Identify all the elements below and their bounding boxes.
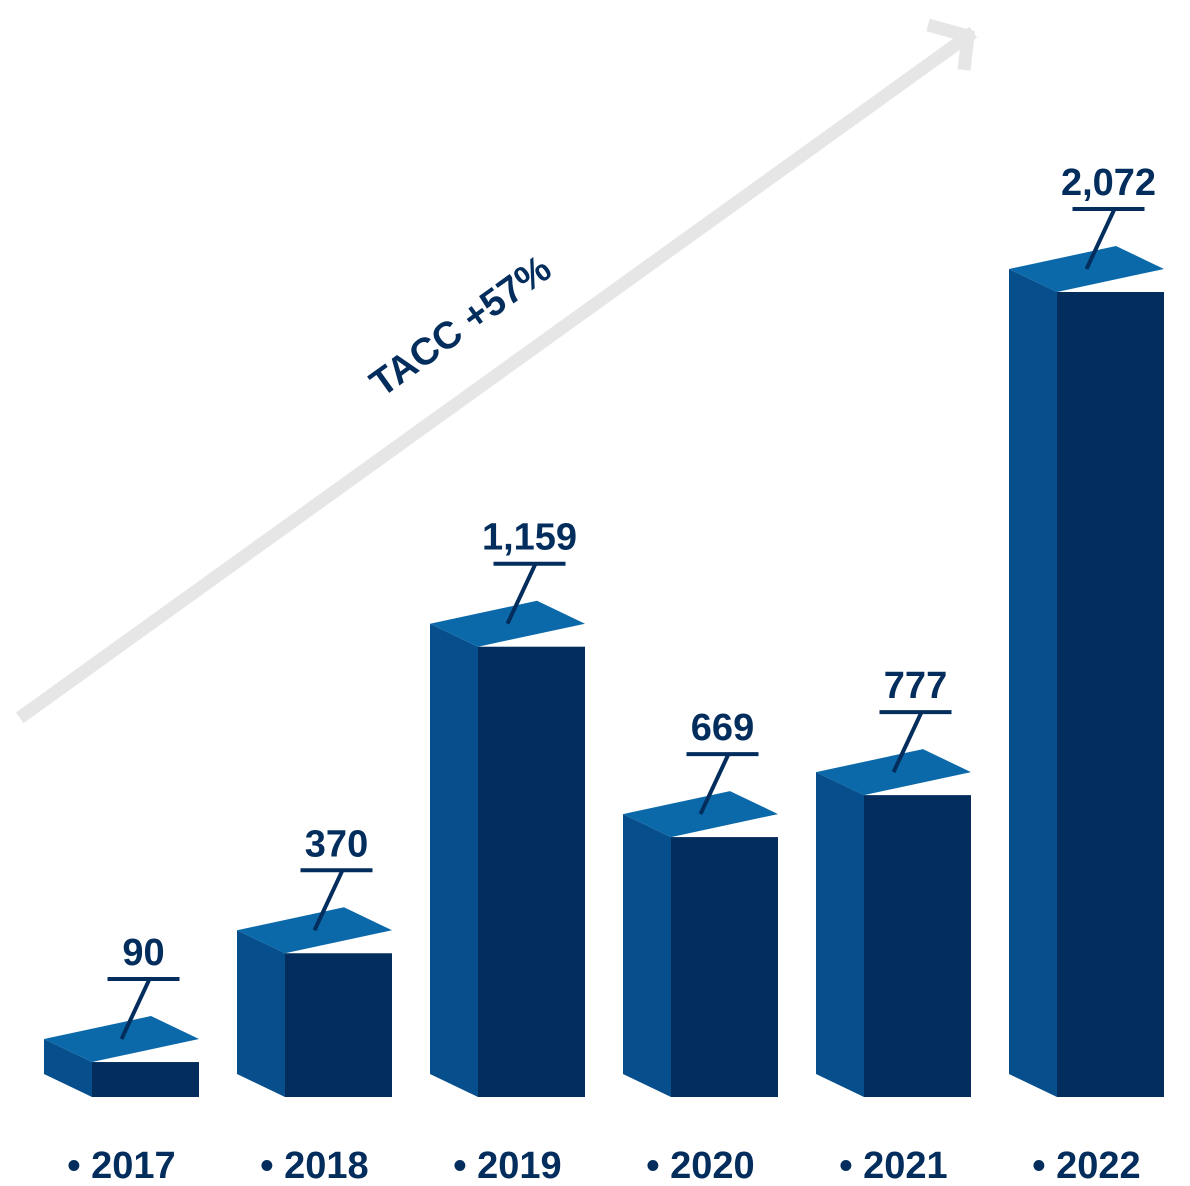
value-label: 777 bbox=[884, 665, 947, 707]
bar-3: 669 • 2020 bbox=[623, 707, 778, 1186]
category-label: • 2022 bbox=[1032, 1145, 1140, 1186]
bar-front-face bbox=[478, 646, 585, 1097]
bar-side-face bbox=[237, 930, 285, 1097]
bar-front-face bbox=[285, 953, 392, 1097]
growth-rate-label: TACC +57% bbox=[363, 248, 559, 406]
bar-2: 1,159 • 2019 bbox=[430, 517, 585, 1186]
bar-1: 370 • 2018 bbox=[237, 823, 392, 1186]
bar-side-face bbox=[430, 623, 478, 1097]
bar-front-face bbox=[92, 1062, 199, 1097]
value-leader-line bbox=[107, 977, 180, 1040]
bar-front-face bbox=[1057, 292, 1164, 1097]
value-leader-line bbox=[686, 752, 759, 815]
category-label: • 2019 bbox=[453, 1145, 561, 1186]
bar-front-face bbox=[671, 837, 778, 1097]
value-label: 1,159 bbox=[482, 517, 577, 559]
value-label: 90 bbox=[122, 932, 164, 974]
bar-side-face bbox=[1009, 269, 1057, 1097]
bars-group: 90 • 2017 370 • 2018 1,159 • 2019 669 • 2020 777… bbox=[44, 162, 1164, 1186]
value-leader-line bbox=[493, 561, 566, 625]
bar-5: 2,072 • 2022 bbox=[1009, 162, 1164, 1186]
growth-arrow bbox=[15, 18, 978, 724]
bar-side-face bbox=[816, 772, 864, 1097]
bar-0: 90 • 2017 bbox=[44, 932, 199, 1186]
bar-side-face bbox=[44, 1039, 92, 1097]
bar-side-face bbox=[623, 814, 671, 1097]
value-leader-line bbox=[300, 868, 373, 932]
category-label: • 2020 bbox=[646, 1145, 754, 1186]
value-label: 2,072 bbox=[1061, 162, 1156, 204]
growth-arrow-shaft bbox=[15, 26, 978, 724]
growth-arrow-head bbox=[926, 18, 976, 71]
value-leader-line bbox=[1072, 207, 1145, 270]
category-label: • 2017 bbox=[67, 1145, 175, 1186]
category-label: • 2018 bbox=[260, 1145, 368, 1186]
bar-4: 777 • 2021 bbox=[816, 665, 971, 1186]
bar-front-face bbox=[864, 795, 971, 1097]
value-label: 370 bbox=[305, 823, 368, 865]
value-label: 669 bbox=[691, 707, 754, 749]
value-leader-line bbox=[879, 710, 952, 773]
category-label: • 2021 bbox=[839, 1145, 947, 1186]
